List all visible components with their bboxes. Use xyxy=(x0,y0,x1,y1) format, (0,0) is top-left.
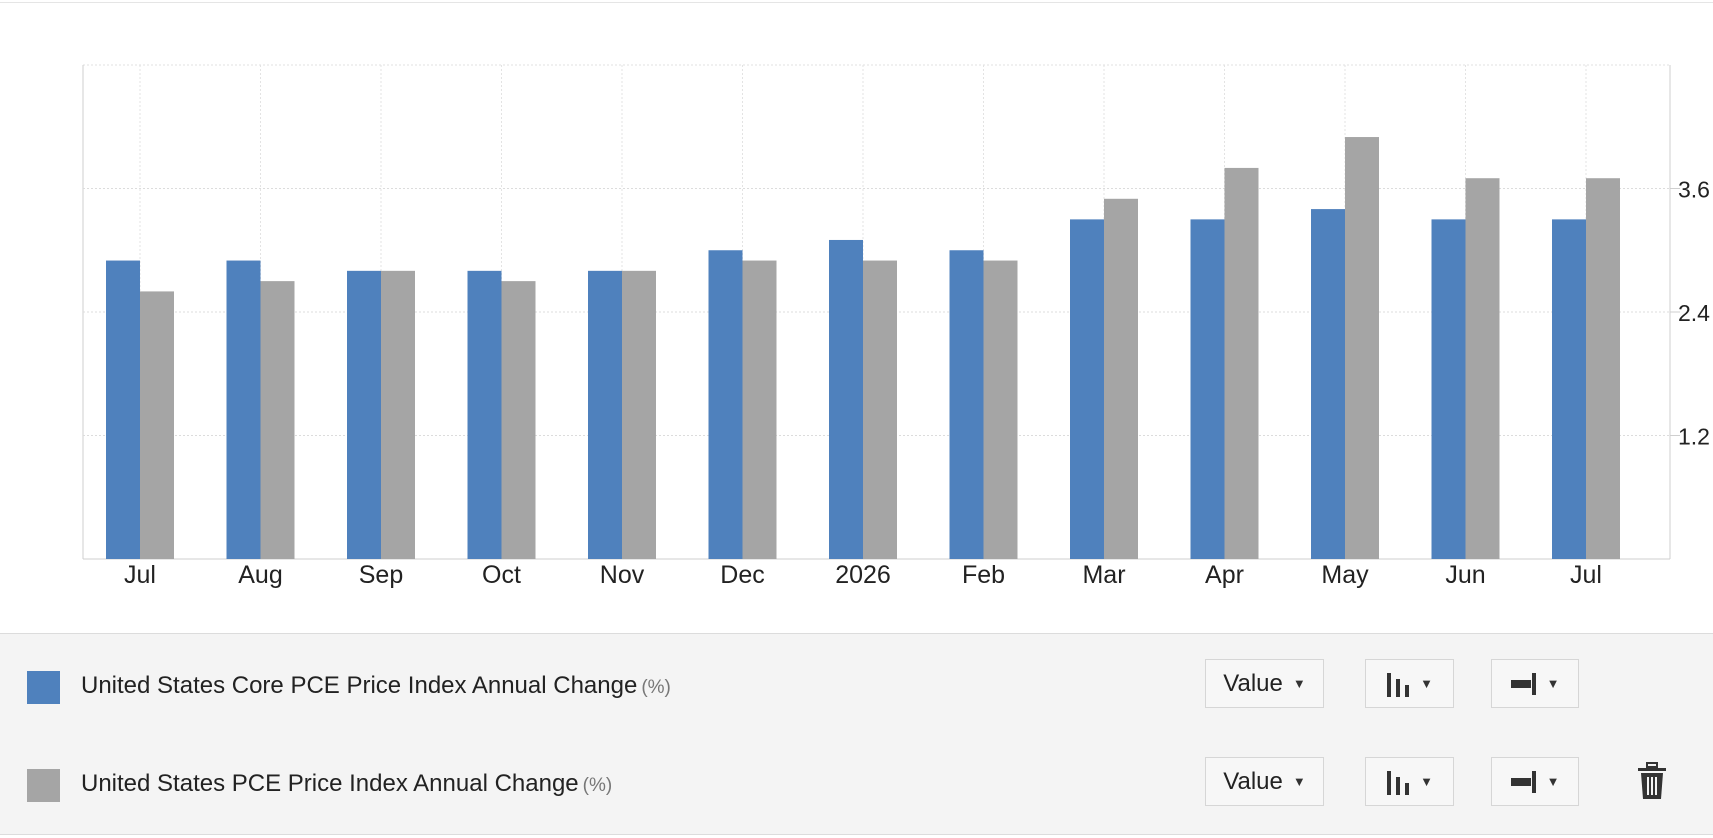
bar-series-1-3 xyxy=(501,281,536,559)
y-tick-label: 1.2 xyxy=(1678,424,1710,450)
chart-type-dropdown[interactable]: ▼ xyxy=(1365,757,1454,806)
right-axis-icon xyxy=(1510,672,1536,695)
series-label: United States Core PCE Price Index Annua… xyxy=(81,672,671,700)
caret-down-icon: ▼ xyxy=(1292,676,1306,691)
bar-series-0-9 xyxy=(1190,219,1225,559)
bar-series-1-4 xyxy=(622,270,656,559)
x-tick-label: Sep xyxy=(359,561,403,589)
caret-down-icon: ▼ xyxy=(1546,774,1560,789)
value-dropdown-label: Value xyxy=(1223,669,1283,697)
x-tick-label: Feb xyxy=(962,561,1005,589)
chart-bars xyxy=(106,137,1620,560)
bar-series-0-1 xyxy=(226,260,261,559)
x-tick-label: Aug xyxy=(238,561,282,589)
x-tick-label: Jul xyxy=(1570,561,1602,589)
x-tick-label: Apr xyxy=(1205,561,1244,589)
y-tick-label: 2.4 xyxy=(1678,300,1710,326)
series-name: United States Core PCE Price Index Annua… xyxy=(81,672,638,699)
series-unit: (%) xyxy=(582,775,613,796)
legend-row-core-pce: United States Core PCE Price Index Annua… xyxy=(0,654,1713,714)
series-label: United States PCE Price Index Annual Cha… xyxy=(81,770,612,798)
value-dropdown[interactable]: Value ▼ xyxy=(1205,757,1324,806)
right-axis-icon xyxy=(1510,770,1536,793)
y-tick-label: 3.6 xyxy=(1678,177,1710,203)
bar-series-0-12 xyxy=(1552,219,1586,559)
bar-chart: Jul Aug Sep Oct Nov Dec 2026 Feb Mar Apr May Jun Jul… xyxy=(82,64,1710,589)
bar-series-0-10 xyxy=(1311,209,1345,560)
legend-panel: United States Core PCE Price Index Annua… xyxy=(0,633,1713,835)
top-divider xyxy=(0,2,1713,3)
x-tick-label: Jul xyxy=(124,561,156,589)
x-tick-label: May xyxy=(1321,561,1369,589)
x-tick-label: Nov xyxy=(600,561,645,589)
chart-type-dropdown[interactable]: ▼ xyxy=(1365,659,1454,708)
bar-chart-icon xyxy=(1387,770,1410,795)
bar-series-0-6 xyxy=(829,239,863,560)
x-tick-label: Jun xyxy=(1445,561,1485,589)
bar-series-1-11 xyxy=(1465,178,1500,560)
bar-series-0-3 xyxy=(467,270,502,559)
bar-series-0-2 xyxy=(347,270,381,559)
x-tick-label: 2026 xyxy=(835,561,891,589)
legend-row-pce: United States PCE Price Index Annual Cha… xyxy=(0,752,1713,812)
bar-series-1-0 xyxy=(140,291,174,559)
axis-dropdown[interactable]: ▼ xyxy=(1491,659,1579,708)
y-axis-labels: 1.2 2.4 3.6 xyxy=(1678,177,1710,450)
series-color-swatch[interactable] xyxy=(27,769,60,802)
bar-series-0-8 xyxy=(1070,219,1104,559)
value-dropdown[interactable]: Value ▼ xyxy=(1205,659,1324,708)
bar-series-1-12 xyxy=(1586,178,1620,560)
bar-series-1-5 xyxy=(742,260,777,559)
caret-down-icon: ▼ xyxy=(1420,774,1433,789)
value-dropdown-label: Value xyxy=(1223,767,1283,795)
bar-series-1-6 xyxy=(863,260,897,559)
series-color-swatch[interactable] xyxy=(27,671,60,704)
x-tick-label: Dec xyxy=(720,561,764,589)
bar-series-1-2 xyxy=(381,270,415,559)
bar-series-1-10 xyxy=(1345,137,1379,559)
bar-series-1-1 xyxy=(260,281,295,559)
caret-down-icon: ▼ xyxy=(1292,774,1306,789)
bar-series-0-11 xyxy=(1431,219,1466,559)
caret-down-icon: ▼ xyxy=(1420,676,1433,691)
bar-series-1-8 xyxy=(1104,198,1138,559)
x-axis-labels: Jul Aug Sep Oct Nov Dec 2026 Feb Mar Apr May Jun Jul xyxy=(124,561,1602,589)
bar-series-1-7 xyxy=(983,260,1018,559)
bar-series-0-0 xyxy=(106,260,140,559)
trash-icon[interactable] xyxy=(1636,762,1668,800)
bar-series-1-9 xyxy=(1224,167,1259,559)
caret-down-icon: ▼ xyxy=(1546,676,1560,691)
series-unit: (%) xyxy=(641,677,671,698)
x-tick-label: Mar xyxy=(1082,561,1125,589)
bar-series-0-7 xyxy=(949,250,984,559)
bar-series-0-5 xyxy=(708,250,743,559)
bar-chart-icon xyxy=(1387,672,1410,697)
axis-dropdown[interactable]: ▼ xyxy=(1491,757,1579,806)
series-name: United States PCE Price Index Annual Cha… xyxy=(81,770,579,797)
bar-series-0-4 xyxy=(588,270,622,559)
x-tick-label: Oct xyxy=(482,561,521,589)
